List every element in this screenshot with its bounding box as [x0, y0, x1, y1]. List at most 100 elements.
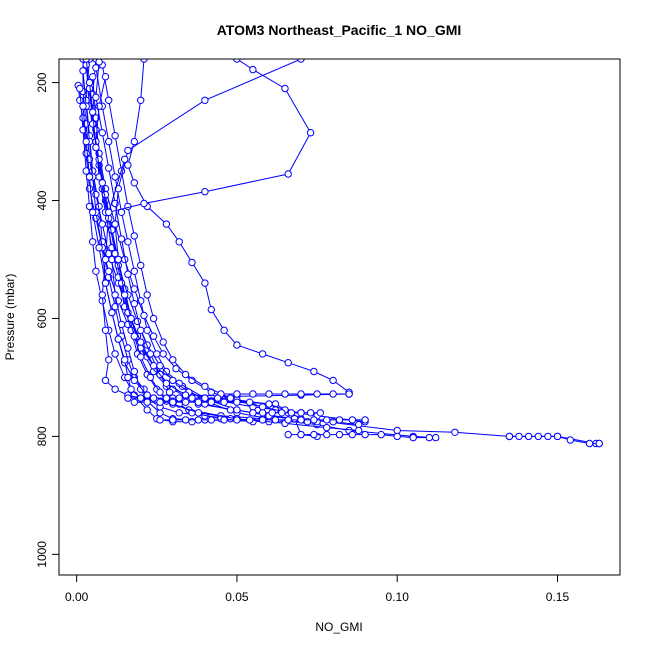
data-point: [79, 67, 87, 75]
data-point: [111, 220, 119, 228]
data-point: [194, 416, 203, 424]
data-point: [101, 326, 110, 334]
data-point: [281, 84, 289, 93]
data-point: [89, 73, 97, 81]
data-point: [172, 364, 180, 373]
data-point: [258, 416, 267, 424]
data-point: [297, 416, 305, 424]
data-point: [130, 232, 139, 240]
data-point: [105, 208, 113, 217]
data-point: [278, 409, 286, 417]
data-point: [124, 146, 132, 155]
data-point: [137, 261, 145, 270]
data-point: [130, 137, 139, 146]
data-point: [149, 314, 158, 323]
data-point: [175, 394, 183, 402]
y-tick-label: 400: [35, 190, 49, 210]
y-tick-label: 600: [35, 308, 49, 328]
data-point: [585, 439, 594, 448]
data-point: [329, 390, 337, 398]
data-point: [79, 102, 87, 110]
y-axis-label: Pressure (mbar): [3, 274, 17, 361]
data-point: [101, 279, 110, 287]
series-line-14: [127, 59, 350, 393]
data-point: [124, 270, 132, 278]
data-point: [137, 394, 145, 402]
data-point: [220, 326, 228, 334]
data-point: [79, 114, 87, 122]
y-tick-label: 1000: [35, 541, 49, 568]
data-point: [201, 279, 209, 287]
data-point: [201, 188, 209, 196]
data-point: [149, 332, 158, 340]
data-point: [268, 409, 276, 417]
data-point: [297, 409, 305, 417]
data-point: [297, 390, 305, 398]
data-point: [140, 311, 148, 320]
data-point: [233, 416, 241, 424]
data-point: [201, 394, 209, 402]
data-point: [287, 409, 296, 417]
data-point: [89, 120, 97, 128]
data-point: [451, 428, 459, 436]
data-point: [310, 367, 318, 376]
data-point: [101, 73, 110, 81]
data-point: [124, 238, 132, 246]
data-point: [348, 430, 356, 439]
data-point: [169, 356, 177, 364]
data-point: [505, 432, 514, 441]
data-point: [92, 143, 100, 152]
data-point: [306, 409, 315, 417]
data-point: [124, 202, 132, 211]
data-point: [345, 390, 353, 398]
data-point: [149, 362, 158, 370]
data-point: [143, 291, 151, 299]
data-point: [137, 385, 145, 393]
data-point: [181, 398, 190, 406]
data-point: [544, 432, 552, 441]
data-point: [127, 385, 135, 393]
data-point: [566, 436, 574, 444]
data-point: [226, 406, 235, 414]
data-point: [281, 390, 289, 398]
data-point: [89, 238, 97, 246]
data-point: [130, 332, 139, 340]
data-point: [95, 155, 103, 164]
data-point: [117, 235, 126, 243]
data-point: [98, 220, 107, 228]
y-axis: 200 400 600 800 1000: [35, 72, 60, 568]
data-point: [137, 353, 145, 361]
data-point: [249, 65, 257, 74]
data-point: [140, 59, 148, 63]
data-point: [207, 416, 216, 424]
data-point: [323, 430, 331, 439]
data-point: [226, 415, 235, 423]
data-point: [105, 137, 113, 146]
data-point: [425, 433, 433, 442]
data-point: [329, 376, 337, 385]
data-point: [220, 416, 228, 424]
data-point: [355, 426, 363, 435]
data-point: [159, 350, 167, 358]
x-tick-label: 0.05: [225, 590, 249, 604]
data-point: [140, 199, 148, 208]
data-point: [313, 390, 321, 398]
data-point: [595, 439, 603, 448]
data-point: [409, 433, 417, 442]
data-point: [515, 432, 523, 441]
data-point: [105, 267, 113, 275]
data-point: [111, 303, 119, 311]
plot-area: [74, 59, 603, 448]
data-point: [335, 416, 344, 424]
data-point: [130, 398, 139, 406]
data-point: [194, 398, 203, 406]
data-point: [130, 179, 139, 187]
data-point: [524, 432, 533, 441]
data-point: [117, 279, 126, 287]
chart-title: ATOM3 Northeast_Pacific_1 NO_GMI: [217, 22, 462, 38]
data-point: [114, 335, 123, 343]
data-point: [89, 108, 97, 116]
data-point: [271, 416, 280, 424]
data-point: [108, 308, 116, 317]
